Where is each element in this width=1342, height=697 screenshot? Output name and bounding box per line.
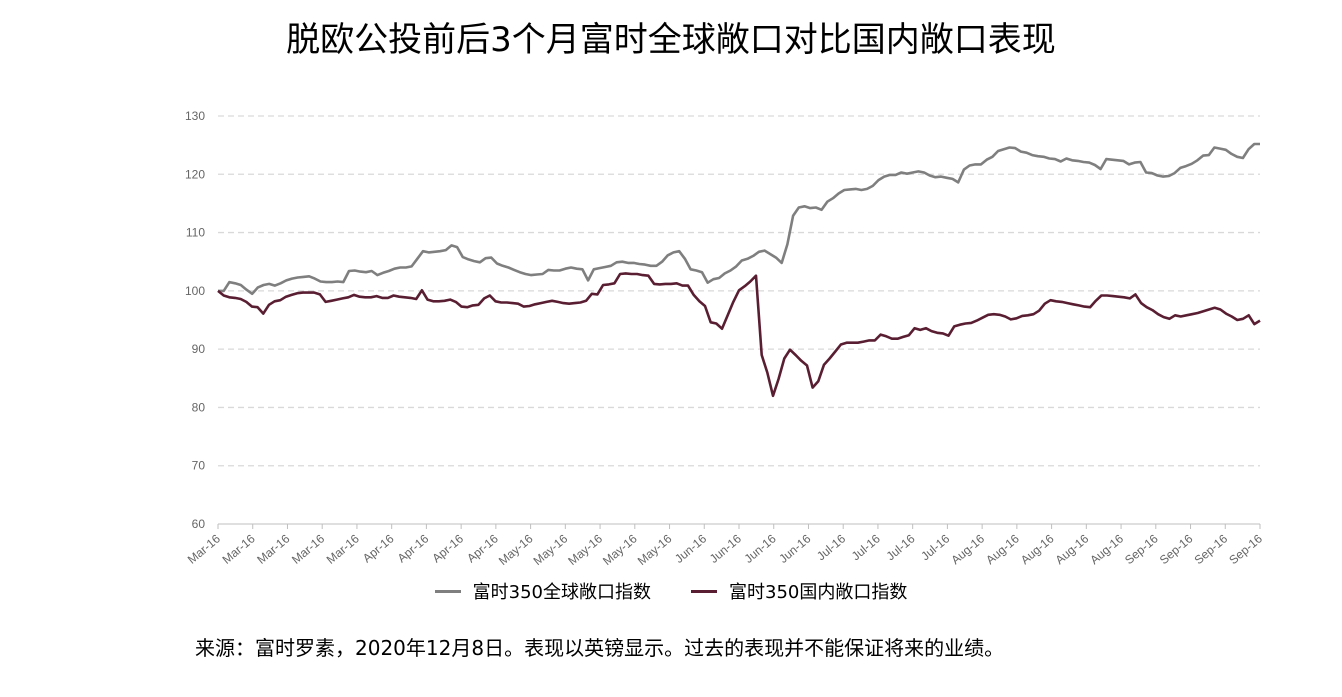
source-footnote: 来源：富时罗素，2020年12月8日。表现以英镑显示。过去的表现并不能保证将来的… [195,636,1005,660]
legend-label-domestic: 富时350国内敞口指数 [729,582,908,603]
x-tick-label: Mar-16 [324,531,362,566]
x-tick-label: Mar-16 [220,531,258,566]
y-tick-label: 60 [192,517,206,531]
x-tick-label: May-16 [531,531,571,568]
x-tick-label: Jun-16 [707,531,744,566]
x-axis: Mar-16Mar-16Mar-16Mar-16Mar-16Apr-16Apr-… [185,523,1265,568]
series-line-global [218,142,1260,296]
x-tick-label: Jun-16 [742,531,779,566]
series-lines [217,142,1261,398]
x-tick-label: Aug-16 [1053,531,1092,567]
x-tick-label: May-16 [635,531,675,568]
x-tick-label: Jul-16 [884,531,918,563]
legend: 富时350全球敞口指数 富时350国内敞口指数 [0,578,1342,604]
chart-title: 脱欧公投前后3个月富时全球敞口对比国内敞口表现 [286,20,1056,60]
x-tick-label: Sep-16 [1192,531,1231,567]
x-tick-label: Apr-16 [429,531,466,565]
x-tick-label: Mar-16 [289,531,327,566]
y-tick-label: 80 [192,400,206,414]
legend-swatch-global [434,589,461,593]
x-tick-label: May-16 [565,531,605,568]
legend-item-global: 富时350全球敞口指数 [434,578,651,604]
x-tick-label: Apr-16 [395,531,432,565]
x-tick-label: May-16 [496,531,536,568]
y-tick-label: 90 [192,342,206,356]
x-tick-label: Apr-16 [360,531,397,565]
x-tick-label: Jul-16 [849,531,883,563]
y-axis: 60 70 80 90 100 110 120 130 [185,109,205,531]
y-tick-label: 100 [185,284,205,298]
legend-item-domestic: 富时350国内敞口指数 [691,578,907,604]
x-tick-label: Jul-16 [814,531,848,563]
x-tick-label: Aug-16 [1018,531,1057,567]
x-tick-label: Jun-16 [672,531,709,566]
x-tick-label: Aug-16 [983,531,1022,567]
legend-label-global: 富时350全球敞口指数 [472,582,651,603]
legend-swatch-domestic [691,589,717,593]
y-tick-label: 70 [192,459,206,473]
x-tick-label: May-16 [600,531,640,568]
x-tick-label: Aug-16 [1087,531,1126,567]
x-tick-label: Sep-16 [1122,531,1161,567]
y-tick-label: 120 [185,167,205,181]
x-tick-label: Mar-16 [254,531,292,566]
y-tick-label: 130 [185,109,205,123]
x-tick-label: Mar-16 [185,531,223,566]
x-tick-label: Jul-16 [918,531,952,563]
x-tick-label: Sep-16 [1157,531,1196,567]
x-tick-label: Apr-16 [464,531,501,565]
series-line-domestic [217,272,1261,398]
x-tick-label: Sep-16 [1226,531,1265,567]
x-tick-label: Jun-16 [776,531,813,566]
x-tick-label: Aug-16 [948,531,987,567]
y-tick-label: 110 [186,226,205,240]
